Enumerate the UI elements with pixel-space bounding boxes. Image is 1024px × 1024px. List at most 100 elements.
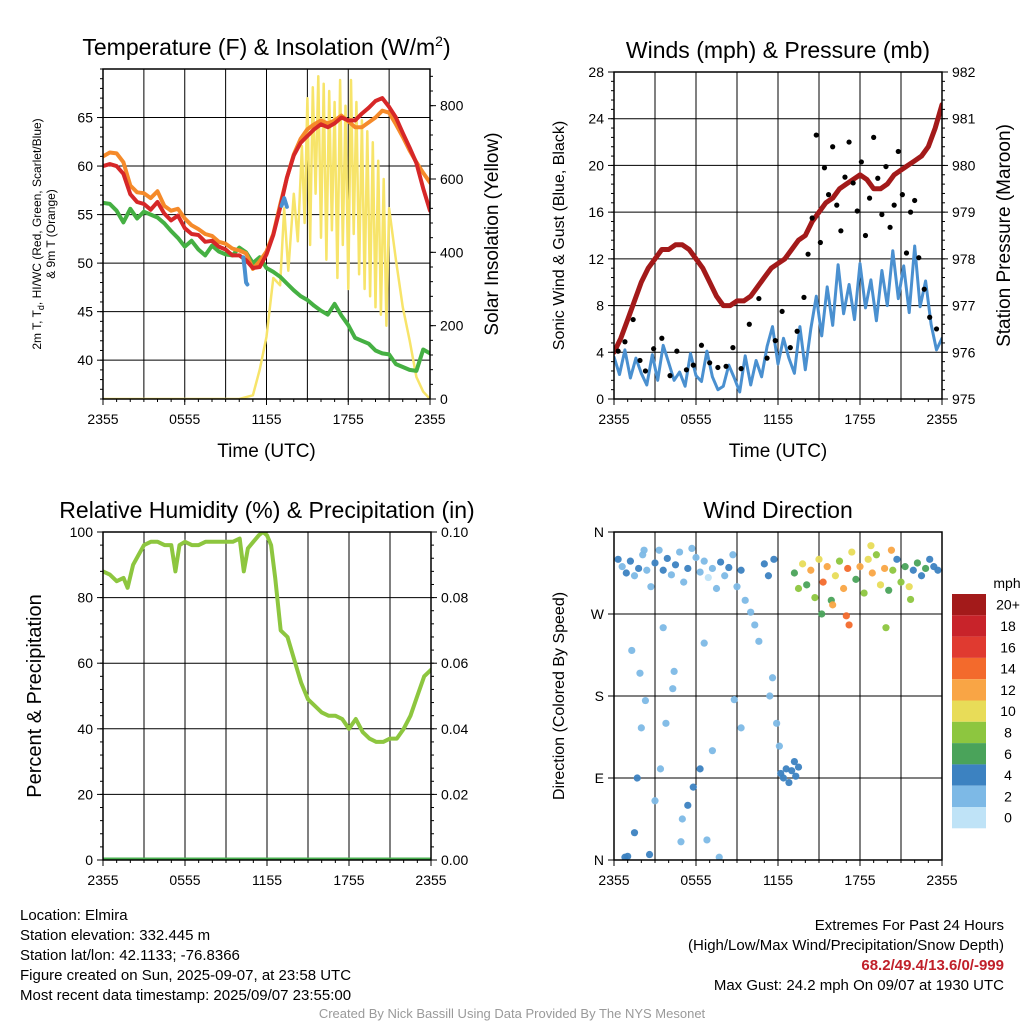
data-point (787, 345, 793, 351)
data-point (723, 363, 729, 369)
wind-direction-point (704, 573, 712, 582)
legend-swatch (952, 807, 986, 829)
legend-label: 12 (1000, 682, 1016, 698)
wind-direction-point (733, 583, 741, 591)
data-point (730, 345, 736, 351)
y-tick-label: 20 (588, 157, 604, 173)
y-tick-label: 28 (588, 64, 604, 80)
wind-direction-point (845, 621, 853, 629)
extremes-title: Extremes For Past 24 Hours (814, 917, 1004, 934)
legend-swatch (952, 785, 986, 807)
plot-frame (102, 68, 431, 400)
wind-direction-point (645, 850, 654, 859)
data-point (862, 232, 869, 239)
y-tick-label: 40 (77, 721, 93, 737)
wind-direction-point (934, 566, 942, 574)
chart-title-text: Temperature (F) & Insolation (W/m (82, 34, 435, 60)
wind-direction-point (708, 747, 717, 755)
data-point (772, 338, 778, 344)
wind-direction-point (794, 584, 803, 593)
wind-direction-point (721, 572, 729, 580)
data-point (912, 197, 918, 204)
x-tick-label: 2355 (87, 872, 118, 888)
data-point (850, 180, 856, 186)
y-tick-label: 4 (596, 344, 604, 360)
wind-direction-point (715, 853, 723, 860)
wind-direction-point (651, 559, 659, 567)
x-tick-label: 1755 (844, 411, 875, 427)
wind-direction-point (926, 555, 934, 563)
wind-direction-point (684, 564, 692, 573)
data-point (817, 239, 823, 246)
data-point (651, 346, 657, 352)
y-tick-label: 20 (77, 786, 93, 802)
wind-direction-point (678, 815, 686, 823)
legend-swatch (952, 615, 986, 637)
legend-swatch (952, 657, 986, 680)
y-tick-label: 8 (596, 298, 604, 314)
chart-winds: 0 4 8 12 16 20 24 28 975 976 977 978 979 980 981 982 235… (551, 37, 1015, 462)
wind-direction-point (922, 564, 930, 573)
legend-label: 4 (1004, 767, 1012, 783)
y-tick-label: 60 (77, 655, 93, 671)
x-tick-label: 1155 (763, 872, 793, 888)
wind-direction-point (624, 852, 632, 860)
wind-direction-point (852, 575, 860, 583)
wind-direction-point (882, 624, 890, 632)
y2-tick-label: 0.02 (441, 786, 468, 802)
series-line-1 (103, 532, 431, 744)
data-point (813, 132, 819, 138)
chart-title-text: Relative Humidity (%) & Precipitation (i… (59, 497, 474, 523)
station-latlon: Station lat/lon: 42.1133; -76.8366 (20, 947, 240, 964)
y2-tick-label: 977 (952, 298, 976, 314)
y2-tick-label: 0 (440, 391, 448, 407)
wind-direction-point (790, 758, 799, 766)
wind-direction-point (725, 563, 733, 572)
y-tick-label: N (594, 852, 604, 868)
y-tick-label: 24 (588, 111, 604, 127)
x-tick-label: 1755 (844, 872, 875, 888)
data-point (871, 134, 877, 140)
x-tick-label: 0555 (680, 872, 711, 888)
wind-direction-point (655, 546, 663, 554)
wind-direction-point (730, 696, 738, 704)
wind-direction-point (630, 572, 639, 580)
data-point (805, 251, 811, 257)
wind-direction-point (688, 544, 696, 553)
wind-direction-point (794, 763, 803, 771)
plot-frame (102, 531, 432, 861)
y-axis-label-subscript: d (36, 305, 46, 310)
wind-direction-point (708, 564, 717, 573)
data-point (659, 335, 665, 341)
extremes-block: Extremes For Past 24 Hours (High/Low/Max… (688, 916, 1004, 996)
data-point (683, 367, 690, 373)
y-axis-label: Percent & Precipitation (24, 594, 46, 797)
wind-direction-point (864, 555, 872, 563)
y-axis-label-part: , HI/WC (Red, Green, Scarlet/Blue) (30, 118, 44, 305)
wind-direction-point (671, 561, 680, 569)
legend-title: mph (993, 575, 1020, 591)
chart-rh: 0 20 40 60 80 100 0.00 0.02 0.04 0.06 0.08 0.10 2355… (24, 497, 475, 888)
y-axis-label: 2m T, Td, HI/WC (Red, Green, Scarlet/Blu… (30, 118, 46, 349)
wind-direction-point (656, 765, 665, 773)
y-tick-label: 40 (77, 352, 93, 368)
y2-axis-label: Station Pressure (Maroon) (994, 124, 1015, 347)
wind-direction-point (692, 553, 700, 562)
y-tick-label: 0 (85, 852, 93, 868)
wind-direction-point (815, 555, 823, 563)
legend-label: 8 (1004, 724, 1012, 740)
credit-line: Created By Nick Bassill Using Data Provi… (318, 1006, 706, 1021)
wind-direction-point (633, 774, 641, 782)
wind-direction-point (651, 797, 659, 805)
series-group (103, 75, 430, 399)
wind-direction-point (835, 557, 844, 565)
y-tick-label: 65 (77, 110, 93, 126)
x-axis-label: Time (UTC) (729, 441, 828, 462)
data-point (707, 360, 713, 366)
wind-direction-point (844, 564, 852, 573)
wind-direction-point (867, 542, 875, 550)
chart-title: Winds (mph) & Pressure (mb) (626, 37, 930, 63)
wind-direction-point (670, 667, 678, 676)
wind-direction-point (906, 595, 915, 604)
data-point (879, 211, 885, 218)
